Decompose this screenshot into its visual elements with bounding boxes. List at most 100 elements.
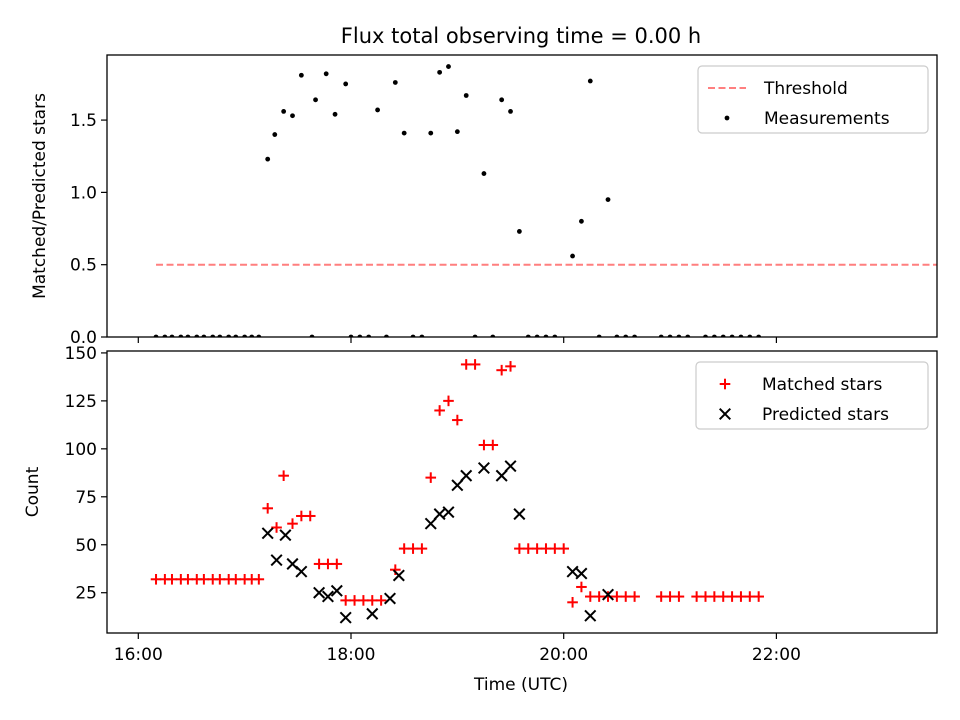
data-point [487,439,499,451]
data-point [531,543,543,554]
legend-label: Measurements [764,109,890,129]
plot-frame [106,350,938,634]
data-point [304,510,316,522]
data-point [424,517,437,530]
data-point [272,132,278,137]
top-panel: 0.0 0.5 1.0 1.5 Matched/Predicted stars Thres… [30,54,938,348]
data-point [343,81,349,87]
data-point [700,591,711,602]
data-point [443,395,454,407]
legend-marker [719,378,731,390]
y-tick-label: 0.0 [70,328,97,348]
data-point [629,591,640,602]
data-point [505,361,516,372]
data-point [481,171,487,176]
legend-frame [695,361,929,430]
data-point [279,529,292,542]
data-point [322,558,334,570]
data-point [576,581,587,593]
y-tick-label: 1.5 [70,111,97,131]
data-point [566,565,579,578]
data-point [584,609,597,622]
data-point [593,591,605,602]
series-predicted-stars [261,460,615,624]
data-point [321,590,334,603]
x-tick-label: 18:00 [327,645,376,665]
data-point [570,253,575,259]
y-tick-label: 50 [75,536,97,556]
data-point [313,97,318,103]
legend-label: Threshold [763,79,848,99]
legend: Matched stars Predicted stars [695,361,929,430]
x-tick-label: 20:00 [539,645,588,665]
data-point [278,470,289,481]
y-tick-label: 25 [75,584,97,604]
data-point [287,518,298,529]
data-point [392,569,405,582]
data-point [349,595,360,606]
y-tick-label: 0.5 [70,256,97,276]
y-tick-label: 125 [65,392,97,412]
data-point [514,543,525,554]
data-point [262,503,273,514]
data-point [504,460,517,473]
data-point [407,543,419,554]
data-point [540,543,552,554]
data-point [522,543,534,554]
x-tick-label: 16:00 [114,645,163,665]
data-point [290,113,295,119]
plot-frame [106,54,938,338]
y-tick-label: 1.0 [70,183,97,203]
y-tick-label: 150 [65,344,97,364]
legend-label: Predicted stars [762,405,889,425]
data-point [611,591,623,602]
data-point [602,588,615,601]
data-point [230,573,242,585]
data-point [298,72,304,78]
data-point [313,586,326,599]
data-point [605,197,611,203]
data-point [281,109,287,114]
data-point [270,554,283,567]
data-point [558,543,569,554]
data-point [198,573,210,585]
data-point [575,567,588,580]
data-point [313,558,325,570]
data-point [454,129,460,135]
data-point [516,229,522,234]
data-point [323,71,329,77]
data-point [182,573,194,585]
y-tick-label: 75 [75,488,97,508]
data-point [150,573,162,585]
data-point [549,543,561,554]
data-point [735,591,747,602]
data-point [709,591,720,602]
data-point [331,558,343,570]
data-point [332,111,338,117]
data-point [478,439,490,451]
data-point [375,107,380,113]
data-point [296,510,307,522]
data-point [261,527,274,540]
y-axis-label: Count [23,466,43,517]
data-point [513,508,526,521]
data-point [460,359,472,370]
series-matched-stars [150,359,764,608]
data-point [496,364,507,376]
data-point [339,611,352,624]
data-point [579,218,584,224]
data-point [295,565,308,578]
data-point [664,591,676,602]
data-point [655,591,667,602]
data-point [433,508,446,521]
data-point [602,591,614,602]
data-point [358,595,369,606]
data-point [753,591,764,602]
data-point [446,64,451,69]
data-point [717,591,729,602]
x-axis-label: Time (UTC) [473,675,568,695]
data-point [398,543,410,554]
data-point [460,469,473,482]
data-point [166,573,178,585]
